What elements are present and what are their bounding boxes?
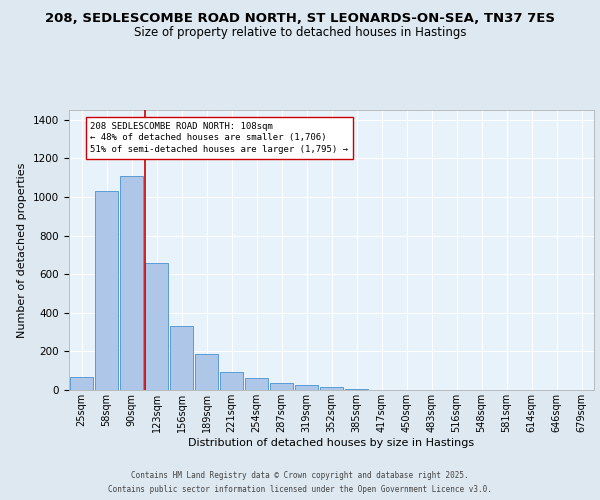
Text: Contains public sector information licensed under the Open Government Licence v3: Contains public sector information licen… bbox=[108, 484, 492, 494]
Bar bbox=[119, 176, 143, 390]
Text: Contains HM Land Registry data © Crown copyright and database right 2025.: Contains HM Land Registry data © Crown c… bbox=[131, 472, 469, 480]
Bar bbox=[220, 372, 244, 390]
Text: 208, SEDLESCOMBE ROAD NORTH, ST LEONARDS-ON-SEA, TN37 7ES: 208, SEDLESCOMBE ROAD NORTH, ST LEONARDS… bbox=[45, 12, 555, 26]
X-axis label: Distribution of detached houses by size in Hastings: Distribution of detached houses by size … bbox=[188, 438, 475, 448]
Bar bbox=[194, 354, 218, 390]
Bar bbox=[95, 191, 118, 390]
Bar bbox=[269, 383, 293, 390]
Y-axis label: Number of detached properties: Number of detached properties bbox=[17, 162, 28, 338]
Bar bbox=[70, 378, 94, 390]
Bar bbox=[145, 262, 169, 390]
Bar bbox=[170, 326, 193, 390]
Bar bbox=[320, 387, 343, 390]
Text: 208 SEDLESCOMBE ROAD NORTH: 108sqm
← 48% of detached houses are smaller (1,706)
: 208 SEDLESCOMBE ROAD NORTH: 108sqm ← 48%… bbox=[90, 122, 348, 154]
Bar bbox=[295, 385, 319, 390]
Bar bbox=[344, 389, 368, 390]
Bar bbox=[245, 378, 268, 390]
Text: Size of property relative to detached houses in Hastings: Size of property relative to detached ho… bbox=[134, 26, 466, 39]
